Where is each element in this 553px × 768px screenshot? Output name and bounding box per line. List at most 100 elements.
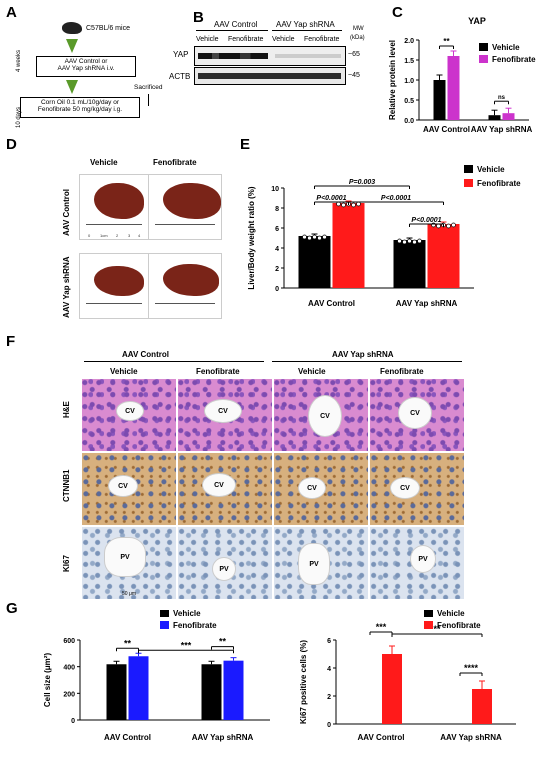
blot-lane-2: Fenofibrate [228,36,264,43]
blot-lane-1: Vehicle [196,36,219,43]
histo-ct-2: CV [177,452,273,526]
yap-row-label: YAP [173,50,189,59]
panel-label-c: C [392,4,403,21]
treatment-box: Corn Oil 0.1 mL/10g/day or Fenofibrate 5… [20,97,140,118]
x-category-label: AAV Control [308,299,355,308]
significance-label: *** [376,622,387,632]
y-tick-label: 6 [327,638,331,645]
legend-label: Vehicle [173,610,201,618]
data-point [341,202,346,208]
group1-line [196,30,268,31]
histo-ct-4: CV [369,452,465,526]
data-point [397,238,402,244]
data-point [351,202,356,208]
treatment-line2: Fenofibrate 50 mg/kg/day i.g. [37,106,123,113]
histo-he-3: CV [273,378,369,452]
histo-row-ki67: KI67 [62,555,71,572]
ruler-2: 2 [116,233,119,238]
data-point [436,223,441,229]
histo-group1-line [84,361,264,362]
bar [382,654,402,724]
significance-label: *** [181,640,192,650]
histo-ki-3: PV [273,526,369,600]
histo-col-4: Fenofibrate [380,367,424,376]
legend-swatch [479,43,488,51]
legend-swatch [424,610,433,617]
ruler-1: 1cm [100,233,108,238]
histo-ki-2: PV [177,526,273,600]
days-label: 10 days [16,106,22,128]
bar [201,664,222,720]
histo-he-1: CV [81,378,177,452]
y-tick-label: 4 [327,666,331,673]
y-tick-label: 200 [63,691,75,698]
blot-group1: AAV Control [214,20,258,29]
chart-title: YAP [468,16,486,26]
liver-photo-2 [148,174,222,240]
bar [427,224,460,288]
y-tick-label: 0.0 [404,118,414,125]
vessel-label: CV [390,477,420,499]
vessel-label: PV [104,537,146,577]
significance-label: ** [443,37,450,46]
ruler-0: 0 [88,233,91,238]
y-tick-label: 600 [63,638,75,645]
histo-ki-1: PV 50 μm [81,526,177,600]
kda-label: (kDa) [350,35,365,41]
y-tick-label: 10 [271,186,279,193]
significance-label: ns [498,95,506,101]
histo-group2-line [272,361,462,362]
significance-label: ** [433,624,441,634]
x-category-label: AAV Yap shRNA [396,299,458,308]
bar [128,656,149,720]
x-category-label: AAV Yap shRNA [471,125,533,134]
scale-bar: 50 μm [122,591,136,597]
vessel-label: PV [298,543,330,585]
ruler-4: 4 [138,233,141,238]
mw-65: ~65 [348,51,360,58]
y-tick-label: 0 [275,286,279,293]
histo-col-3: Vehicle [298,367,326,376]
vessel-label: CV [108,475,138,497]
blot-lane-4: Fenofibrate [304,36,340,43]
significance-label: ** [124,638,132,648]
histo-row-ctnnb1: CTNNB1 [62,469,71,502]
legend-label: Fenofibrate [437,621,481,630]
y-tick-label: 2 [327,694,331,701]
actb-blot [194,67,346,85]
x-category-label: AAV Yap shRNA [192,733,254,742]
treatment-line1: Corn Oil 0.1 mL/10g/day or [40,99,120,106]
legend-swatch [464,179,473,187]
data-point [417,238,422,244]
vessel-label: CV [202,473,236,497]
bar [106,664,127,720]
y-axis-label: Ki67 positive cells (%) [299,640,308,724]
legend-label: Fenofibrate [492,55,536,64]
vessel-label: CV [298,477,326,499]
data-point [336,201,341,207]
vessel-label: PV [410,545,436,573]
significance-label: P=0.003 [349,179,375,186]
histo-ki-4: PV [369,526,465,600]
bar [298,236,331,288]
panel-label-f: F [6,333,16,350]
x-category-label: AAV Yap shRNA [440,733,502,742]
injection-line1: AAV Control or [64,58,108,65]
data-point [451,222,456,228]
histo-he-4: CV [369,378,465,452]
bar [332,203,365,288]
data-point [312,234,317,240]
legend-swatch [160,621,169,629]
histo-group1: AAV Control [122,350,169,359]
data-point [307,235,312,241]
legend-label: Fenofibrate [477,179,521,188]
significance-label: P<0.0001 [316,195,346,202]
vessel-label: CV [308,395,342,437]
data-point [402,239,407,245]
y-tick-label: 0 [71,718,75,725]
bar [447,56,460,120]
bar [393,240,426,288]
y-tick-label: 2.0 [404,38,414,45]
histo-ct-3: CV [273,452,369,526]
x-category-label: AAV Control [104,733,151,742]
